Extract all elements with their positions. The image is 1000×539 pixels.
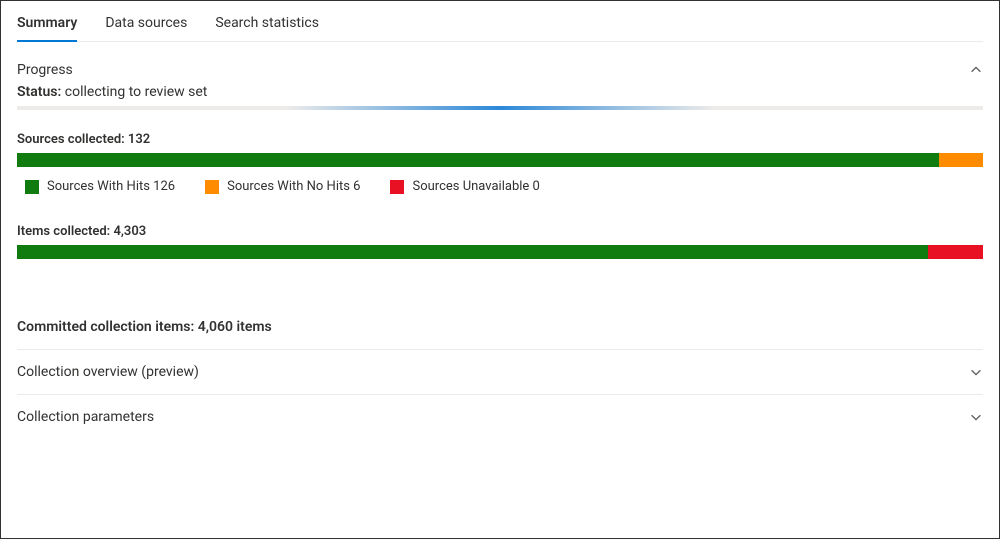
chevron-up-icon	[969, 63, 983, 77]
section-title: Collection parameters	[17, 409, 154, 425]
section-title: Collection overview (preview)	[17, 364, 199, 380]
bar-segment-with_hits	[17, 153, 939, 167]
section-header-collection-parameters[interactable]: Collection parameters	[17, 394, 983, 439]
indeterminate-progress-bar	[17, 106, 983, 110]
legend-item-with_hits: Sources With Hits 126	[25, 179, 175, 194]
status-value: collecting to review set	[65, 84, 208, 100]
sources-collected-bar	[17, 153, 983, 167]
tab-search-statistics[interactable]: Search statistics	[215, 9, 319, 41]
legend-swatch-unavailable	[390, 180, 404, 194]
bar-segment-failed	[928, 245, 983, 259]
section-header-progress[interactable]: Progress	[17, 48, 983, 84]
status-line: Status: collecting to review set	[17, 84, 983, 100]
legend-label-no_hits: Sources With No Hits 6	[227, 179, 360, 194]
chevron-down-icon	[969, 365, 983, 379]
legend-label-unavailable: Sources Unavailable 0	[412, 179, 539, 194]
section-header-collection-overview-preview-[interactable]: Collection overview (preview)	[17, 349, 983, 394]
tab-strip: Summary Data sources Search statistics	[17, 1, 983, 42]
legend-label-with_hits: Sources With Hits 126	[47, 179, 175, 194]
legend-swatch-with_hits	[25, 180, 39, 194]
collection-summary-panel: Summary Data sources Search statistics Pro…	[0, 0, 1000, 539]
bar-segment-collected	[17, 245, 928, 259]
status-label: Status:	[17, 84, 61, 100]
legend-item-unavailable: Sources Unavailable 0	[390, 179, 539, 194]
committed-items-line: Committed collection items: 4,060 items	[17, 309, 983, 349]
section-title-progress: Progress	[17, 62, 73, 78]
legend-swatch-no_hits	[205, 180, 219, 194]
tab-data-sources[interactable]: Data sources	[105, 9, 187, 41]
chevron-down-icon	[969, 410, 983, 424]
legend-item-no_hits: Sources With No Hits 6	[205, 179, 360, 194]
items-collected-bar	[17, 245, 983, 259]
sources-legend: Sources With Hits 126 Sources With No Hit…	[25, 179, 983, 194]
sources-collected-label: Sources collected: 132	[17, 132, 983, 147]
bar-segment-no_hits	[939, 153, 983, 167]
items-collected-label: Items collected: 4,303	[17, 224, 983, 239]
tab-summary[interactable]: Summary	[17, 9, 77, 41]
progress-body: Status: collecting to review set Sources…	[17, 84, 983, 349]
